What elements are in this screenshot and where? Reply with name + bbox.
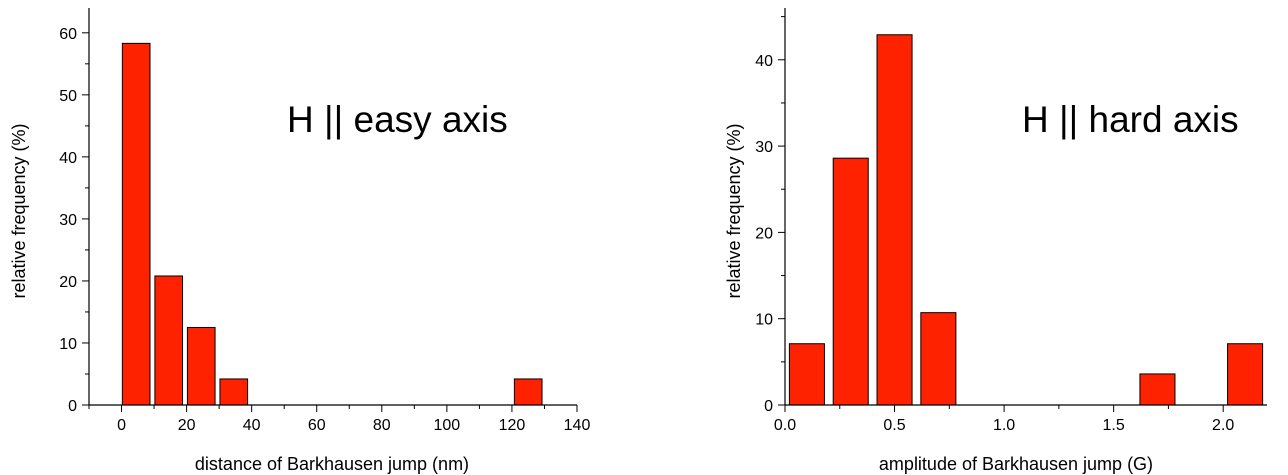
annotation-hard-axis: H || hard axis bbox=[1022, 99, 1239, 140]
chart-hard-axis: H || hard axis amplitude of Barkhausen j… bbox=[724, 8, 1267, 474]
x-tick-label: 60 bbox=[308, 417, 326, 434]
x-tick-label: 0.5 bbox=[883, 417, 905, 434]
x-tick-label: 1.0 bbox=[993, 417, 1015, 434]
x-tick-label: 0 bbox=[117, 417, 126, 434]
x-tick-label: 140 bbox=[564, 417, 591, 434]
x-tick-label: 100 bbox=[434, 417, 461, 434]
x-tick-label: 40 bbox=[243, 417, 261, 434]
y-tick-label: 0 bbox=[68, 398, 77, 415]
bar bbox=[920, 312, 957, 406]
bar bbox=[876, 34, 913, 406]
x-axis-title: distance of Barkhausen jump (nm) bbox=[195, 454, 469, 474]
y-axis-title: relative frequency (%) bbox=[724, 123, 744, 298]
x-tick-label: 1.5 bbox=[1103, 417, 1125, 434]
y-tick-label: 60 bbox=[59, 26, 77, 43]
x-tick-label: 2.0 bbox=[1212, 417, 1234, 434]
bar bbox=[1139, 373, 1176, 406]
y-tick-label: 10 bbox=[755, 312, 773, 329]
chart-easy-axis: H || easy axis distance of Barkhausen ju… bbox=[9, 8, 590, 474]
bar bbox=[154, 275, 184, 406]
bar bbox=[513, 378, 543, 406]
y-tick-label: 40 bbox=[755, 53, 773, 70]
annotation-easy-axis: H || easy axis bbox=[287, 99, 508, 140]
bar bbox=[186, 326, 216, 406]
y-tick-label: 20 bbox=[59, 274, 77, 291]
y-tick-label: 10 bbox=[59, 336, 77, 353]
bar bbox=[832, 157, 869, 406]
y-tick-label: 20 bbox=[755, 225, 773, 242]
y-tick-label: 0 bbox=[764, 398, 773, 415]
y-tick-label: 40 bbox=[59, 150, 77, 167]
x-tick-label: 80 bbox=[373, 417, 391, 434]
y-tick-label: 30 bbox=[59, 212, 77, 229]
x-tick-label: 20 bbox=[178, 417, 196, 434]
x-axis-title: amplitude of Barkhausen jump (G) bbox=[879, 454, 1153, 474]
bar bbox=[121, 42, 151, 406]
x-tick-label: 120 bbox=[499, 417, 526, 434]
bar bbox=[219, 378, 249, 406]
bar bbox=[788, 343, 825, 406]
x-tick-label: 0.0 bbox=[774, 417, 796, 434]
y-tick-label: 50 bbox=[59, 88, 77, 105]
y-axis-title: relative frequency (%) bbox=[9, 123, 29, 298]
y-tick-label: 30 bbox=[755, 139, 773, 156]
bar bbox=[1227, 343, 1264, 406]
